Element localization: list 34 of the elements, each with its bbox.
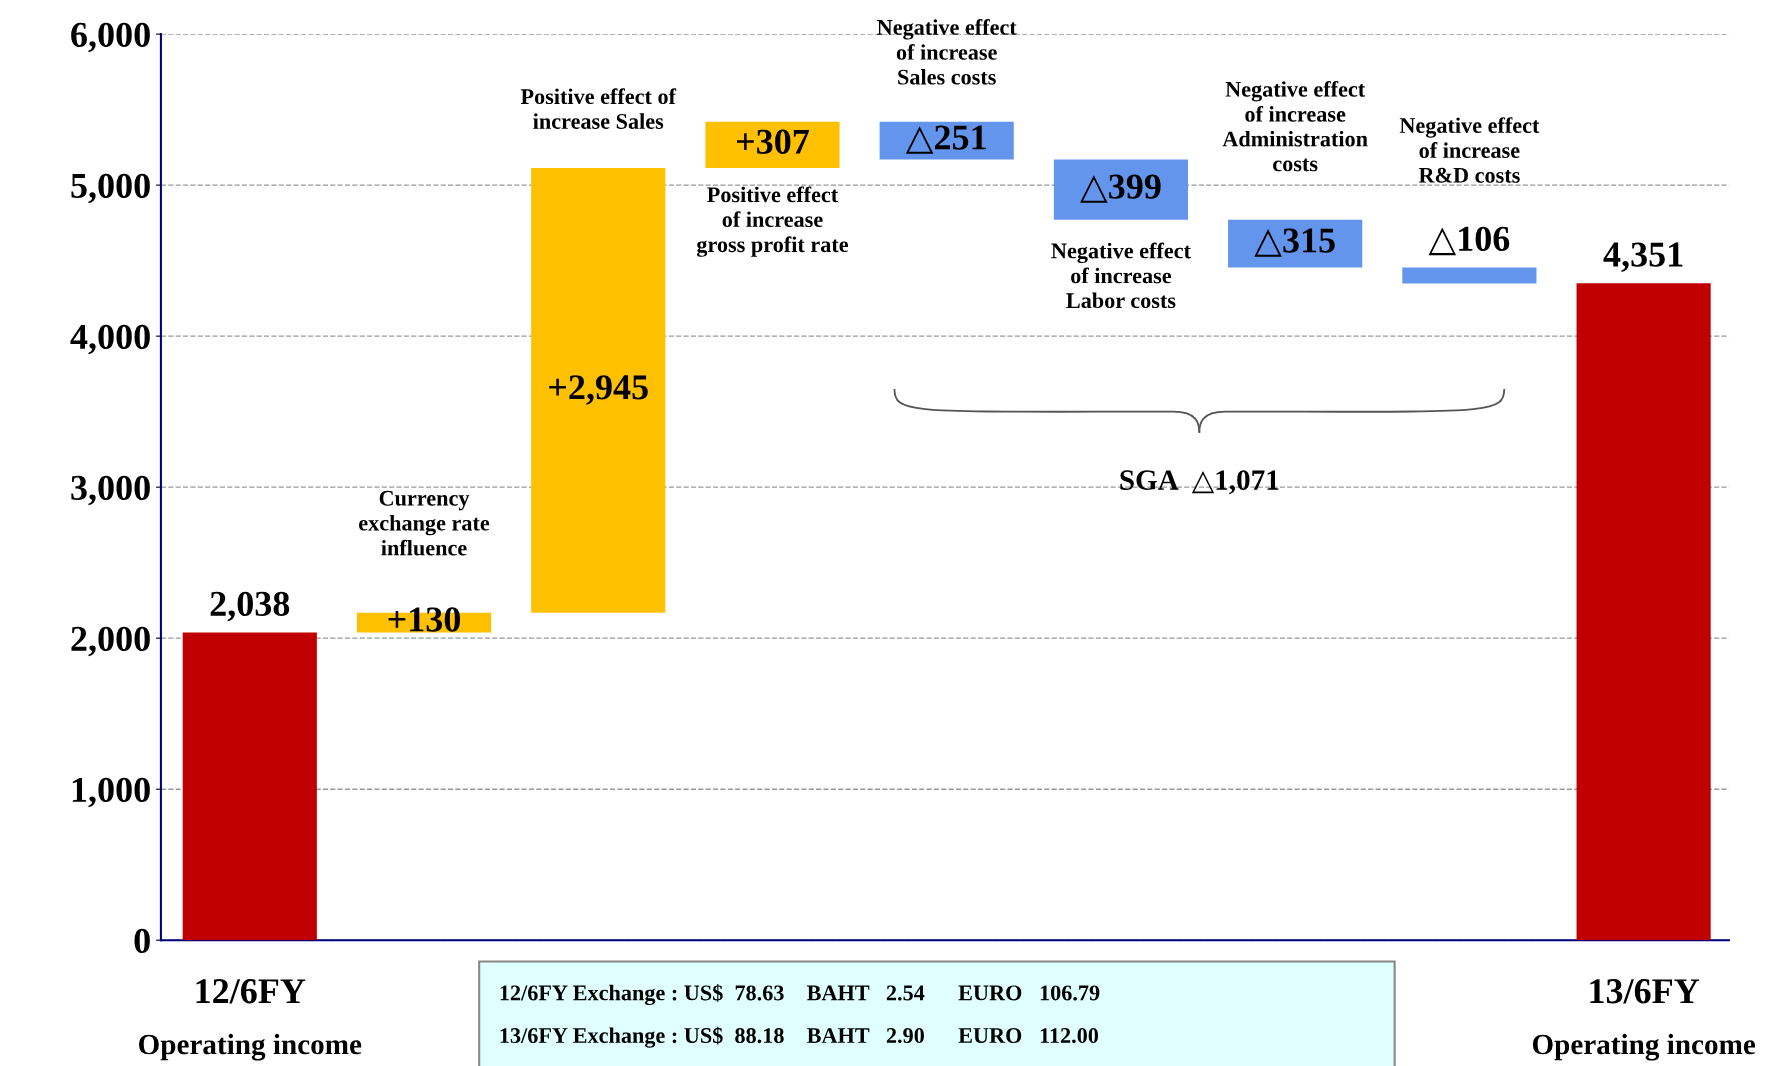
annotation: Positive effect of increase Sales	[520, 88, 677, 129]
data-label: +130	[388, 607, 460, 632]
annotation: Negative effect of increase R&D costs	[1399, 117, 1540, 183]
x-tick-label: 12/6FY Operating income	[139, 979, 362, 1061]
annotation: Negative effect of increase Sales costs	[877, 19, 1017, 85]
annotation: Currency exchange rate influence	[359, 490, 490, 556]
bar	[1053, 159, 1189, 220]
text: 12/6FY Exchange : US$ 78.63 BAHT 2.54 EURO 106.79	[500, 984, 1100, 1006]
bar	[531, 168, 666, 613]
text: 13/6FY Exchange : US$ 88.18 BAHT 2.90 EURO 112.00	[500, 1026, 1099, 1048]
bar	[182, 632, 317, 941]
bar	[1576, 283, 1711, 941]
annotation: Negative effect of increase Administration costs	[1222, 80, 1368, 172]
y-tick-label: 6,000	[71, 22, 150, 53]
x-tick-label: 13/6FY Operating income	[1532, 979, 1756, 1061]
annotation: SGA △1,071	[1120, 470, 1279, 495]
y-tick-label: 5,000	[71, 173, 150, 204]
data-label: 2,038	[210, 591, 290, 622]
data-label: △315	[1254, 228, 1335, 257]
data-label: +2,945	[549, 375, 648, 405]
bar	[705, 121, 840, 169]
annotation: Negative effect of increase Labor costs	[1051, 242, 1191, 309]
y-tick-label: 3,000	[71, 475, 150, 506]
data-label: △399	[1080, 174, 1161, 203]
bar	[1402, 267, 1537, 284]
y-tick-label: 4,000	[70, 324, 150, 355]
y-tick-label: 0	[134, 928, 150, 954]
annotation: Positive effect of increase gross profit rate	[696, 186, 849, 257]
data-label: 4,351	[1603, 242, 1683, 272]
y-tick-label: 2,000	[71, 626, 150, 657]
data-label: △106	[1428, 226, 1510, 256]
data-label: △251	[905, 125, 986, 154]
data-label: +307	[737, 129, 809, 154]
y-tick-label: 1,000	[72, 777, 150, 808]
